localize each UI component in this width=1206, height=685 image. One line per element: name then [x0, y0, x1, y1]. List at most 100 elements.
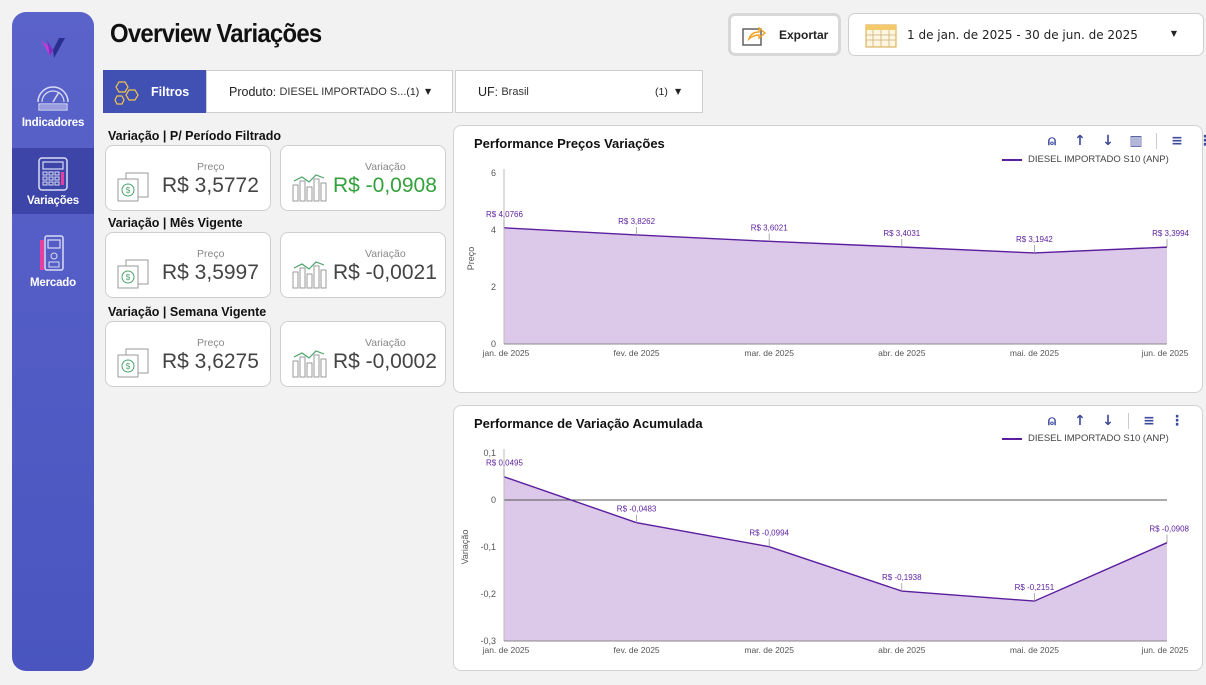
produto-filter-key: Produto	[229, 84, 273, 99]
sidebar-item-indicadores[interactable]: Indicadores	[12, 76, 94, 146]
price-value: R$ 3,6275	[162, 350, 259, 373]
series-area	[504, 476, 1167, 641]
filter-icon[interactable]: ≡	[1171, 133, 1183, 149]
bar-chart-icon	[291, 171, 331, 207]
more-options-icon[interactable]: ⋮	[1198, 133, 1206, 149]
uf-filter-dropdown[interactable]: UF: Brasil (1) ▼	[455, 70, 703, 113]
x-tick-label: jun. de 2025	[1141, 348, 1189, 358]
price-card: $ Preço R$ 3,6275	[105, 321, 271, 387]
variation-value: R$ -0,0908	[333, 174, 437, 197]
money-icon: $	[116, 171, 156, 207]
variation-value: R$ -0,0021	[333, 261, 437, 284]
filters-label: Filtros	[151, 84, 190, 99]
series-line	[503, 476, 1168, 602]
variation-label: Variação	[365, 337, 406, 349]
y-tick-label: -0,2	[480, 589, 496, 599]
gauge-icon	[37, 86, 69, 111]
variation-label: Variação	[365, 161, 406, 173]
sidebar-item-label: Variações	[27, 195, 79, 207]
legend-label: DIESEL IMPORTADO S10 (ANP)	[1028, 154, 1169, 165]
page-title: Overview Variações	[110, 18, 322, 48]
date-range-picker[interactable]: 1 de jan. de 2025 - 30 de jun. de 2025 ▼	[848, 13, 1204, 56]
price-label: Preço	[197, 337, 225, 349]
legend-label: DIESEL IMPORTADO S10 (ANP)	[1028, 433, 1169, 444]
sidebar-item-mercado[interactable]: Mercado	[12, 234, 94, 296]
produto-filter-dropdown[interactable]: Produto: DIESEL IMPORTADO S... (1) ▼	[206, 70, 453, 113]
x-tick-label: fev. de 2025	[614, 645, 660, 655]
price-chart-panel: Performance Preços Variações ⍝ ↑ ↓ ▥ ≡ ⋮…	[453, 125, 1206, 393]
y-tick-label: 6	[491, 168, 496, 178]
chart-toolbar: ⍝ ↑ ↓ ▥ ≡ ⋮	[1038, 133, 1206, 149]
chart-legend: DIESEL IMPORTADO S10 (ANP)	[1002, 154, 1169, 165]
uf-filter-value: Brasil	[501, 85, 529, 98]
date-range-label: 1 de jan. de 2025 - 30 de jun. de 2025	[907, 27, 1138, 42]
y-axis-label: Variação	[460, 530, 470, 565]
svg-text:$: $	[126, 186, 131, 195]
data-label: R$ -0,2151	[1015, 583, 1055, 592]
chart-title: Performance de Variação Acumulada	[474, 416, 703, 431]
sidebar-item-label: Mercado	[30, 277, 76, 289]
export-label: Exportar	[779, 27, 829, 42]
sidebar: Indicadores Variações Mercado	[12, 12, 94, 671]
data-label: R$ -0,1938	[882, 573, 922, 582]
legend-swatch	[1002, 158, 1022, 161]
money-icon: $	[116, 347, 156, 383]
price-label: Preço	[197, 248, 225, 260]
data-label: R$ -0,0994	[749, 529, 789, 538]
x-tick-label: jun. de 2025	[1141, 645, 1189, 655]
sidebar-item-variacoes[interactable]: Variações	[12, 148, 94, 214]
data-label: R$ 3,4031	[883, 229, 920, 238]
y-tick-label: -0,3	[480, 636, 496, 646]
arrow-down-icon[interactable]: ↓	[1102, 413, 1114, 429]
produto-filter-count: (1)	[406, 85, 420, 98]
svg-text:$: $	[126, 362, 131, 371]
chart-settings-icon[interactable]: ▥	[1129, 133, 1143, 149]
kpi-section-title: Variação | Semana Vigente	[108, 305, 267, 319]
chevron-down-icon: ▼	[1170, 29, 1177, 38]
x-tick-label: jan. de 2025	[482, 645, 530, 655]
data-label: R$ -0,0483	[617, 505, 657, 514]
drill-icon[interactable]: ⍝	[1047, 133, 1057, 149]
variation-area-chart: 0,1 0 -0,1 -0,2 -0,3 R$ 0,0495 jan. de 2025 R$ …	[460, 448, 1190, 655]
drill-icon[interactable]: ⍝	[1047, 413, 1057, 429]
app-logo	[41, 38, 65, 58]
filter-icon[interactable]: ≡	[1143, 413, 1155, 429]
y-tick-label: 0	[491, 339, 496, 349]
sidebar-item-label: Indicadores	[21, 117, 85, 129]
export-button[interactable]: Exportar	[728, 13, 841, 56]
money-icon: $	[116, 258, 156, 294]
y-axis-label: Preço	[466, 247, 476, 271]
variation-card: Variação R$ -0,0908	[280, 145, 446, 211]
calculator-icon	[38, 157, 68, 191]
filter-hexagon-icon	[114, 80, 139, 105]
uf-filter-key: UF	[478, 84, 495, 99]
x-tick-label: mar. de 2025	[744, 348, 794, 358]
filters-button[interactable]: Filtros	[103, 70, 206, 113]
export-icon	[742, 26, 767, 46]
price-label: Preço	[197, 161, 225, 173]
x-tick-label: jan. de 2025	[482, 348, 530, 358]
arrow-up-icon[interactable]: ↑	[1074, 133, 1086, 149]
bar-chart-icon	[291, 347, 331, 383]
price-area-chart: 0 2 4 6 R$ 4,0766 jan. de 2025 R$ 3,8262 fev. d…	[466, 168, 1190, 358]
arrow-up-icon[interactable]: ↑	[1074, 413, 1086, 429]
chart-toolbar: ⍝ ↑ ↓ ≡ ⋮	[1038, 413, 1191, 429]
more-options-icon[interactable]: ⋮	[1170, 413, 1184, 429]
chevron-down-icon: ▼	[675, 87, 682, 96]
legend-swatch	[1002, 437, 1022, 440]
y-tick-label: 0,1	[483, 448, 496, 458]
x-tick-label: fev. de 2025	[614, 348, 660, 358]
data-label: R$ 3,3994	[1152, 229, 1189, 238]
data-label: R$ 4,0766	[486, 210, 523, 219]
data-label: R$ 3,1942	[1016, 235, 1053, 244]
y-tick-label: 0	[491, 495, 496, 505]
price-value: R$ 3,5997	[162, 261, 259, 284]
series-area	[504, 227, 1167, 344]
chart-legend: DIESEL IMPORTADO S10 (ANP)	[1002, 433, 1169, 444]
cumulative-variation-chart-panel: Performance de Variação Acumulada ⍝ ↑ ↓ …	[453, 405, 1203, 671]
fuel-pump-icon	[40, 235, 64, 271]
arrow-down-icon[interactable]: ↓	[1102, 133, 1114, 149]
kpi-section-title: Variação | P/ Período Filtrado	[108, 129, 281, 143]
price-card: $ Preço R$ 3,5772	[105, 145, 271, 211]
svg-text:$: $	[126, 273, 131, 282]
